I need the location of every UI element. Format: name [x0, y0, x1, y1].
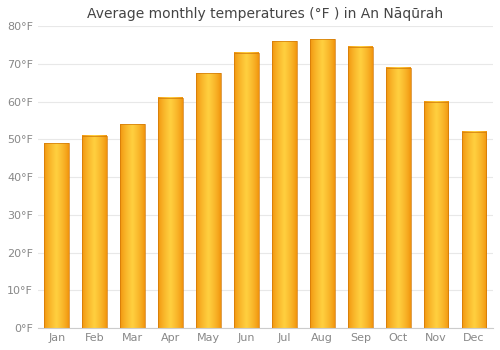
Bar	[462, 132, 486, 328]
Bar	[234, 53, 259, 328]
Bar	[272, 41, 296, 328]
Bar	[82, 136, 107, 328]
Title: Average monthly temperatures (°F ) in An Nāqūrah: Average monthly temperatures (°F ) in An…	[88, 7, 444, 21]
Bar	[348, 47, 372, 328]
Bar	[196, 74, 221, 328]
Bar	[386, 68, 410, 328]
Bar	[158, 98, 183, 328]
Bar	[424, 102, 448, 328]
Bar	[310, 40, 334, 328]
Bar	[44, 143, 69, 328]
Bar	[120, 124, 145, 328]
